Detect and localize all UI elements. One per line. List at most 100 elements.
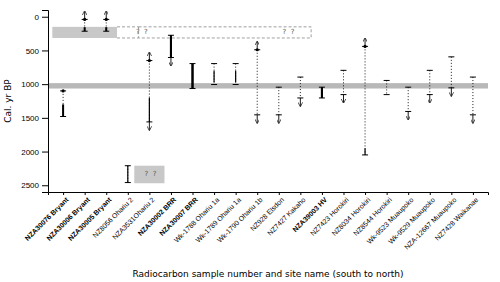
range-line	[106, 19, 107, 31]
x-tick-mark	[451, 192, 452, 195]
range-line	[472, 77, 473, 115]
x-tick-mark	[193, 192, 194, 195]
x-tick-mark	[387, 192, 388, 195]
x-tick: NZ7427 Kakaho	[266, 192, 307, 237]
range-line	[192, 64, 194, 89]
x-tick: Wk-1790 Ohariu 1b	[216, 192, 264, 244]
range-line	[408, 87, 409, 111]
x-tick-label: NZ8544 Horokiri	[352, 196, 393, 237]
y-tick-mark	[42, 50, 48, 51]
y-tick: 500	[26, 47, 48, 56]
arrow-down	[170, 58, 171, 66]
solid-range	[213, 71, 214, 82]
solid-range	[127, 166, 128, 183]
range-line	[84, 19, 85, 31]
x-tick-mark	[106, 192, 107, 195]
arrow-up	[106, 11, 107, 19]
dashed-box	[139, 27, 312, 38]
x-axis-line	[49, 193, 489, 196]
y-tick-label: 500	[26, 47, 40, 56]
annotation: ? ?	[283, 28, 295, 36]
x-tick-mark	[214, 192, 215, 195]
solid-range	[105, 27, 107, 31]
chart-svg: ? ?? ?? ?05001000150020002500NZA30076 Br…	[0, 0, 500, 282]
y-tick-mark	[42, 17, 48, 18]
range-line	[278, 87, 279, 115]
range-end-tick	[190, 63, 196, 64]
range-end-tick	[233, 84, 239, 85]
range-line	[257, 50, 258, 115]
range-end-tick	[233, 63, 239, 64]
solid-range	[321, 87, 323, 98]
arrow-up	[149, 53, 150, 61]
x-tick: NZ8056 Ohariu 2	[91, 192, 134, 239]
x-tick-label: NZ8056 Ohariu 2	[91, 196, 134, 239]
x-tick-label: NZ8034 Horokiri	[331, 196, 372, 237]
range-end-tick	[384, 94, 390, 95]
x-tick-mark	[408, 192, 409, 195]
solid-range	[192, 64, 194, 89]
range-end-tick	[362, 154, 368, 155]
connector-line	[117, 26, 139, 27]
range-end-tick	[319, 97, 325, 98]
x-tick-mark	[236, 192, 237, 195]
x-tick-mark	[171, 192, 172, 195]
y-tick: 1000	[21, 80, 48, 89]
range-end-tick	[190, 88, 196, 89]
range-end-tick	[297, 77, 303, 78]
range-line	[321, 87, 323, 98]
grey-box	[52, 27, 117, 38]
x-tick-mark	[343, 192, 344, 195]
range-end-tick	[405, 87, 411, 88]
y-tick: 2000	[21, 148, 48, 157]
x-tick: NZ8034 Horokiri	[331, 192, 372, 237]
annotation: ? ?	[136, 28, 148, 36]
y-tick-label: 1000	[21, 80, 39, 89]
arrow-down	[429, 95, 430, 103]
range-end-tick	[125, 182, 131, 183]
x-tick-label: NZA30002 BRR	[136, 196, 177, 237]
range-end-tick	[384, 80, 390, 81]
x-tick-mark	[322, 192, 323, 195]
solid-range	[170, 35, 172, 57]
y-tick-label: 1500	[21, 114, 39, 123]
range-line	[127, 166, 128, 183]
x-tick-mark	[257, 192, 258, 195]
y-tick: 1500	[21, 114, 48, 123]
range-line	[149, 61, 150, 122]
range-line	[170, 35, 172, 57]
y-tick-mark	[42, 84, 48, 85]
y-tick: 2500	[21, 181, 48, 190]
range-line	[63, 91, 64, 117]
y-tick: 0	[35, 13, 48, 22]
y-axis-line	[42, 11, 49, 193]
arrow-down	[343, 95, 344, 103]
solid-range	[62, 104, 64, 116]
range-line	[451, 57, 452, 88]
grey-box	[134, 166, 164, 184]
range-line	[300, 77, 301, 98]
marks	[48, 11, 488, 183]
y-tick-mark	[42, 118, 48, 119]
range-end-tick	[319, 87, 325, 88]
range-end-tick	[211, 63, 217, 64]
range-end-tick	[470, 77, 476, 78]
y-tick-label: 2500	[21, 181, 39, 190]
top-dot	[61, 89, 64, 92]
range-end-tick	[276, 87, 282, 88]
x-tick-mark	[85, 192, 86, 195]
arrow-down	[257, 115, 258, 123]
x-tick-mark	[365, 192, 366, 195]
range-line	[343, 70, 344, 94]
x-tick-mark	[430, 192, 431, 195]
x-axis: NZA30076 BryantNZA30006 BryantNZA30005 B…	[24, 192, 489, 251]
x-tick: NZ8544 Horokiri	[352, 192, 393, 237]
x-tick-mark	[473, 192, 474, 195]
chart-container: ? ?? ?? ?05001000150020002500NZA30076 Br…	[0, 0, 500, 282]
x-tick-mark	[279, 192, 280, 195]
x-axis-title: Radiocarbon sample number and site name …	[132, 269, 403, 279]
x-tick-mark	[300, 192, 301, 195]
arrow-up	[365, 38, 366, 46]
y-axis-title: Cal. yr BP	[3, 79, 13, 123]
x-tick-label: NZA30007 BRR	[158, 196, 199, 237]
